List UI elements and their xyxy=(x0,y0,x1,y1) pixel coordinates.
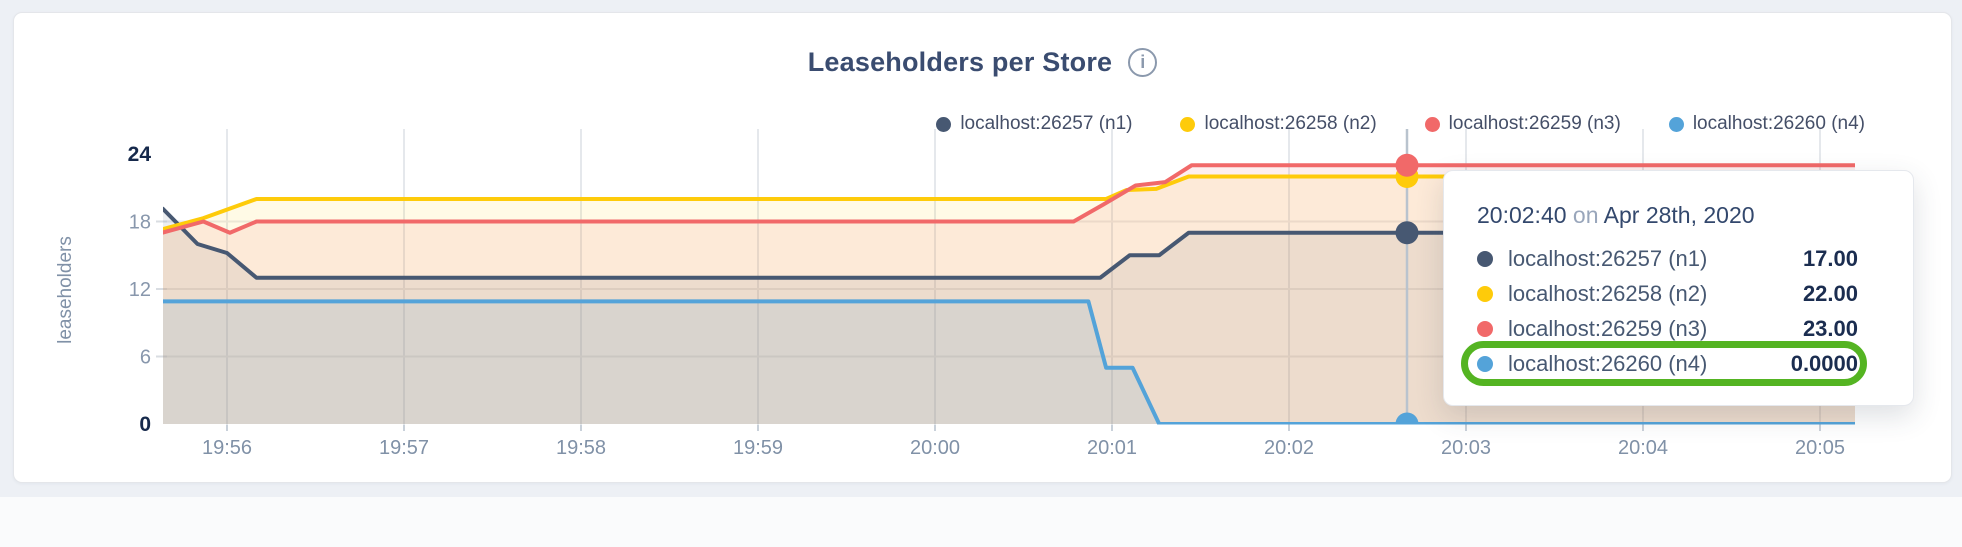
tooltip-series-label: localhost:26260 (n4) xyxy=(1508,350,1708,376)
series-line-n2 xyxy=(163,174,1855,232)
tooltip-header: 20:02:40 on Apr 28th, 2020 xyxy=(1477,201,1858,229)
x-tick-label: 20:04 xyxy=(1618,437,1668,459)
tooltip-dot-n1 xyxy=(1477,250,1493,267)
y-tick-label: 6 xyxy=(140,347,151,369)
x-tick-label: 19:59 xyxy=(733,437,783,459)
x-tick-label: 19:57 xyxy=(379,437,429,459)
legend-label-n3: localhost:26259 (n3) xyxy=(1448,113,1621,134)
tooltip-time: 20:02:40 xyxy=(1477,202,1567,228)
x-tick-label: 20:02 xyxy=(1264,437,1314,459)
page-bottom-strip xyxy=(0,497,1962,534)
tooltip-series-label: localhost:26257 (n1) xyxy=(1508,245,1708,271)
x-grid-and-labels: 19:56 19:57 19:58 19:59 20:00 20:01 20:02 20:03… xyxy=(202,129,1845,459)
series-area-n3 xyxy=(163,165,1855,424)
tooltip-row-n3: localhost:26259 (n3) 23.00 xyxy=(1477,311,1858,346)
tooltip-series-value: 0.0000 xyxy=(1790,350,1858,376)
page: Leaseholders per Store i localhost:26257… xyxy=(0,0,1962,534)
series-line-n3 xyxy=(163,163,1855,235)
tooltip-row-n1: localhost:26257 (n1) 17.00 xyxy=(1477,241,1858,276)
legend: localhost:26257 (n1) localhost:26258 (n2)… xyxy=(936,113,1865,135)
legend-dot-n1 xyxy=(936,116,952,132)
legend-dot-n2 xyxy=(1180,116,1196,132)
legend-dot-n3 xyxy=(1424,116,1440,132)
tooltip-dot-n4 xyxy=(1477,355,1493,372)
tooltip-series-value: 22.00 xyxy=(1802,280,1858,306)
y-tick-label: 12 xyxy=(129,279,151,301)
hover-dot-n4 xyxy=(1395,412,1419,425)
hover-dot-n1 xyxy=(1395,221,1419,245)
chart-title: Leaseholders per Store xyxy=(807,47,1113,77)
y-tick-label: 0 xyxy=(139,413,151,436)
hover-dot-n3 xyxy=(1395,153,1419,177)
series-lines xyxy=(163,163,1855,425)
legend-item-n2[interactable]: localhost:26258 (n2) xyxy=(1180,113,1377,135)
info-icon[interactable]: i xyxy=(1128,48,1158,77)
x-tick-label: 19:58 xyxy=(556,437,606,459)
tooltip-row-n4: localhost:26260 (n4) 0.0000 xyxy=(1461,341,1867,386)
legend-dot-n4 xyxy=(1668,116,1684,132)
legend-item-n1[interactable]: localhost:26257 (n1) xyxy=(936,113,1132,135)
series-line-n1 xyxy=(163,206,1855,280)
hover-dots xyxy=(1395,153,1419,425)
legend-label-n1: localhost:26257 (n1) xyxy=(960,113,1133,134)
series-line-n4 xyxy=(163,299,1855,425)
series-areas xyxy=(163,165,1855,424)
tooltip-series-label: localhost:26258 (n2) xyxy=(1508,280,1708,306)
tooltip-dot-n3 xyxy=(1477,320,1493,337)
tooltip-series-value: 17.00 xyxy=(1802,245,1858,271)
series-area-n4 xyxy=(163,301,1855,424)
tooltip-series-label: localhost:26259 (n3) xyxy=(1508,315,1708,341)
y-tick-label: 18 xyxy=(129,212,151,234)
x-tick-label: 20:01 xyxy=(1087,437,1137,459)
y-tick-label: 24 xyxy=(128,143,152,166)
x-tick-label: 20:00 xyxy=(910,437,960,459)
tooltip-rows: localhost:26257 (n1) 17.00 localhost:26258… xyxy=(1461,241,1867,386)
x-tick-label: 19:56 xyxy=(202,437,252,459)
legend-item-n4[interactable]: localhost:26260 (n4) xyxy=(1668,113,1865,135)
legend-item-n3[interactable]: localhost:26259 (n3) xyxy=(1424,113,1621,135)
x-tick-label: 20:03 xyxy=(1441,437,1491,459)
series-area-n1 xyxy=(163,208,1855,424)
leaseholders-chart-plot[interactable]: 19:56 19:57 19:58 19:59 20:00 20:01 20:02 20:03… xyxy=(14,13,1962,547)
tooltip-dot-n2 xyxy=(1477,285,1493,302)
legend-label-n2: localhost:26258 (n2) xyxy=(1204,113,1377,134)
tooltip-connector: on xyxy=(1572,202,1599,228)
hover-tooltip: 20:02:40 on Apr 28th, 2020 localhost:262… xyxy=(1443,170,1914,406)
legend-label-n4: localhost:26260 (n4) xyxy=(1692,113,1865,134)
chart-header: Leaseholders per Store i xyxy=(14,47,1951,78)
y-axis-title: leaseholders xyxy=(55,236,76,344)
tooltip-row-n2: localhost:26258 (n2) 22.00 xyxy=(1477,276,1858,311)
chart-card: Leaseholders per Store i localhost:26257… xyxy=(13,12,1952,483)
x-tick-label: 20:05 xyxy=(1795,437,1845,459)
tooltip-date: Apr 28th, 2020 xyxy=(1603,202,1755,228)
tooltip-series-value: 23.00 xyxy=(1802,315,1858,341)
